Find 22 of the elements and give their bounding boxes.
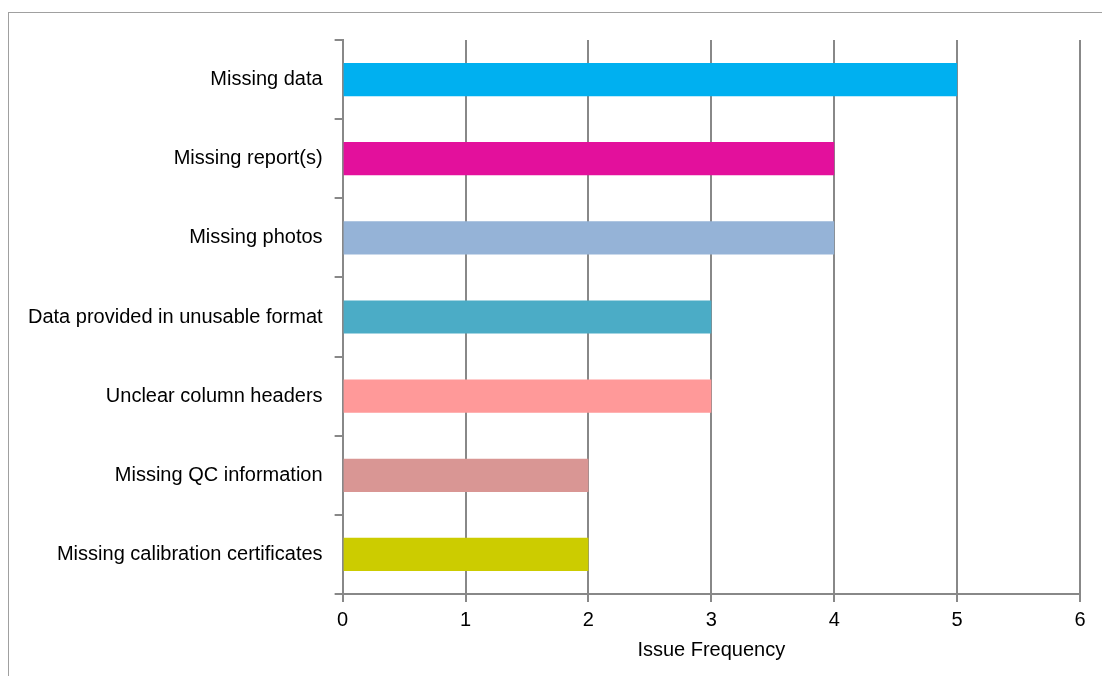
bar [343, 379, 712, 413]
x-tick-label: 2 [582, 607, 594, 630]
y-tick-label: Unclear column headers [105, 383, 323, 406]
x-axis-title: Issue Frequency [637, 637, 786, 660]
x-tick-label: 6 [1074, 607, 1086, 630]
bar [343, 458, 589, 492]
bar [343, 300, 712, 334]
y-tick-label: Missing report(s) [173, 146, 323, 169]
bar [343, 142, 835, 176]
y-tick-label: Missing photos [189, 225, 323, 248]
y-tick-label: Data provided in unusable format [27, 304, 324, 327]
bar [343, 537, 589, 572]
x-tick-label: 3 [705, 607, 717, 630]
bar [343, 62, 958, 97]
x-tick-label: 5 [951, 607, 963, 630]
y-tick-label: Missing data [210, 67, 324, 90]
y-tick-label: Missing calibration certificates [56, 541, 323, 564]
x-tick-label: 1 [459, 607, 472, 630]
x-tick-label: 4 [828, 607, 840, 630]
x-tick-label: 0 [337, 607, 349, 630]
bar [343, 221, 835, 255]
y-tick-label: Missing QC information [114, 462, 323, 485]
